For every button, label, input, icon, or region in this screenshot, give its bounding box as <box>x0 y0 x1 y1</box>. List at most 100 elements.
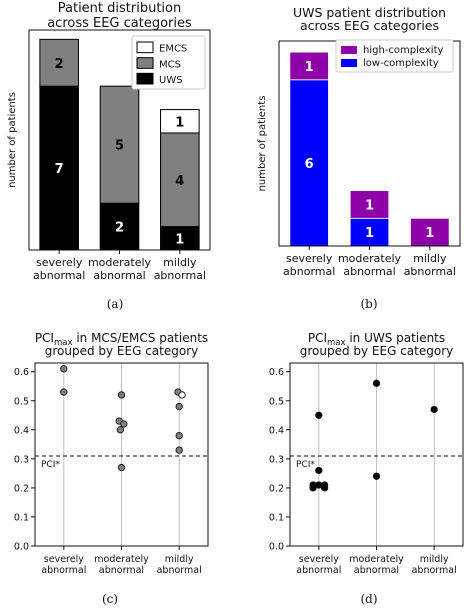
bar-value-label: 1 <box>425 226 434 241</box>
bar-value-label: 1 <box>175 232 184 247</box>
y-tick-label: 0.6 <box>14 367 29 378</box>
x-tick-label-line-1: severely <box>286 252 333 265</box>
bar-value-label: 2 <box>115 221 124 236</box>
y-tick-label: 0.4 <box>14 425 29 436</box>
legend-swatch <box>136 57 154 69</box>
y-tick-label: 0.5 <box>14 396 29 407</box>
x-tick-label-line-1: moderately <box>338 252 402 265</box>
legend-swatch <box>341 59 357 67</box>
x-tick-label-line-1: severely <box>299 554 339 565</box>
bar-mcs-2 <box>160 132 200 228</box>
data-point <box>315 481 323 489</box>
x-tick-label-line-2: abnormal <box>412 565 457 576</box>
x-tick-label-line-2: abnormal <box>296 565 341 576</box>
bar-value-label: 7 <box>55 162 64 177</box>
chart-title-subscript: max <box>327 338 346 348</box>
bar-high-complexity-1 <box>349 190 390 219</box>
legend-swatch <box>341 46 357 54</box>
bar-value-label: 5 <box>115 139 124 154</box>
data-point <box>175 446 183 454</box>
chart-title-pci: PCI <box>308 331 327 345</box>
y-tick-label: 0.2 <box>269 483 284 494</box>
x-tick-label-line-2: abnormal <box>354 565 399 576</box>
threshold-label: PCI* <box>296 460 315 470</box>
chart-title-pci: PCI <box>35 331 54 345</box>
data-point <box>430 405 438 414</box>
bar-emcs-2 <box>160 109 200 134</box>
x-tick-label-line-1: moderately <box>94 554 149 565</box>
legend-entry: EMCS <box>159 44 187 55</box>
y-tick-label: 0.0 <box>269 542 284 553</box>
legend-entry: UWS <box>159 75 183 86</box>
bar-value-label: 1 <box>305 60 314 75</box>
x-tick-label-line-1: moderately <box>349 554 404 565</box>
legend-entry: high-complexity <box>363 45 443 56</box>
x-tick-label-line-2: abnormal <box>99 565 144 576</box>
legend-swatch <box>136 72 154 85</box>
chart-title-line-1: UWS patient distribution <box>293 5 446 20</box>
bar-mcs-1 <box>99 85 140 204</box>
bar-value-label: 2 <box>55 57 64 72</box>
y-axis-label: number of patients <box>7 92 18 188</box>
bar-mcs-0 <box>39 38 79 87</box>
x-tick-label-line-2: abnormal <box>157 565 202 576</box>
bar-value-label: 1 <box>365 226 374 241</box>
legend-entry: MCS <box>159 59 181 70</box>
y-tick-label: 0.1 <box>269 512 284 523</box>
data-point <box>315 411 323 419</box>
panel-caption: (b) <box>360 297 377 311</box>
legend-entry: low-complexity <box>363 58 439 69</box>
data-point <box>309 484 317 492</box>
x-tick-label-line-2: abnormal <box>404 265 456 278</box>
chart-title-line-1: PCImax in MCS/EMCS patients <box>35 331 208 348</box>
data-point <box>117 391 126 399</box>
bar-high-complexity-2 <box>410 217 450 247</box>
x-tick-label-line-1: severely <box>36 256 83 269</box>
y-tick-label: 0.5 <box>269 396 284 407</box>
data-point <box>175 431 183 440</box>
panel-caption: (d) <box>360 592 377 606</box>
data-point <box>120 420 128 428</box>
y-tick-label: 0.1 <box>14 512 29 523</box>
bar-value-label: 6 <box>305 157 314 172</box>
x-tick-label-line-1: severely <box>44 554 84 565</box>
x-tick-label-line-1: moderately <box>88 256 152 269</box>
bar-high-complexity-0 <box>289 51 329 81</box>
x-tick-label-line-2: abnormal <box>283 265 335 278</box>
x-tick-label-line-2: abnormal <box>41 565 86 576</box>
chart-title-rest: in UWS patients <box>346 331 446 345</box>
chart-title-line-2: grouped by EEG category <box>300 344 454 358</box>
threshold-label: PCI* <box>41 460 60 470</box>
chart-title-line-2: across EEG categories <box>47 16 192 31</box>
chart-title-subscript: max <box>54 338 73 348</box>
x-tick-label-line-1: mildly <box>165 554 194 565</box>
y-tick-label: 0.0 <box>14 542 29 553</box>
y-tick-label: 0.2 <box>14 483 29 494</box>
data-point <box>60 388 68 396</box>
chart-title-line-1: Patient distribution <box>58 1 181 16</box>
bar-uws-0 <box>39 85 79 251</box>
data-point <box>315 466 323 475</box>
data-point <box>372 472 381 480</box>
bar-value-label: 4 <box>175 174 184 189</box>
panel-caption: (c) <box>102 592 118 606</box>
y-tick-label: 0.6 <box>269 367 284 378</box>
x-tick-label-line-2: abnormal <box>343 265 395 278</box>
chart-title-line-2: across EEG categories <box>300 18 439 33</box>
data-point <box>116 426 124 434</box>
y-tick-label: 0.4 <box>269 425 284 436</box>
bar-value-label: 1 <box>175 115 184 130</box>
data-point <box>117 463 126 472</box>
chart-title-rest: in MCS/EMCS patients <box>73 331 209 345</box>
bar-low-complexity-1 <box>349 217 390 247</box>
bar-value-label: 1 <box>365 198 374 213</box>
data-point <box>178 391 186 399</box>
x-tick-label-line-2: abnormal <box>154 269 206 282</box>
data-point <box>60 365 68 373</box>
y-tick-label: 0.3 <box>14 454 29 465</box>
